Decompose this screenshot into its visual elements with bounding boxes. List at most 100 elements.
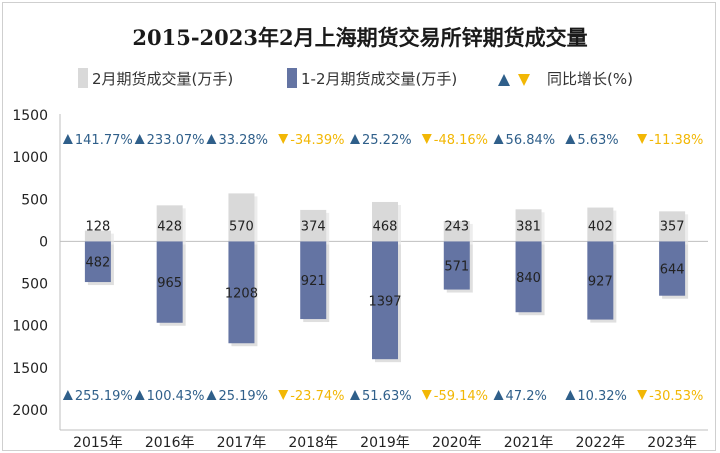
bar-janfeb — [515, 241, 542, 313]
yoy-label: 51.63% — [362, 389, 412, 404]
bar-feb — [443, 220, 470, 242]
data-label-feb: 374 — [301, 219, 326, 234]
data-label-feb: 357 — [660, 219, 685, 234]
bar-janfeb — [587, 241, 614, 320]
yoy-label: -30.53% — [649, 389, 703, 404]
yoy-labels: 141.77% 255.19% 233.07% 100.43% 33.28% 25.19%… — [62, 133, 703, 404]
x-tick-label: 2021年 — [504, 435, 554, 451]
data-label-janfeb: 965 — [157, 276, 182, 291]
data-label-feb: 570 — [229, 219, 254, 234]
bars — [84, 193, 689, 363]
y-tick-label: 500 — [21, 192, 48, 208]
data-label-janfeb: 840 — [516, 271, 541, 286]
bar-janfeb — [300, 241, 327, 320]
y-tick-label: 1500 — [12, 361, 48, 377]
data-label-feb: 468 — [373, 219, 398, 234]
bar-janfeb — [443, 241, 470, 290]
legend-swatch-feb — [78, 68, 88, 88]
y-tick-label: 500 — [21, 277, 48, 293]
bar-feb — [84, 230, 111, 242]
up-triangle-icon — [134, 134, 145, 144]
data-label-feb: 428 — [157, 219, 182, 234]
legend-swatch-janfeb — [287, 68, 297, 88]
y-axis-ticks: 1500 1000 500 0 500 1000 1500 2000 — [12, 108, 48, 419]
legend-label-feb: 2月期货成交量(万手) — [92, 70, 233, 88]
down-triangle-icon — [278, 134, 289, 144]
yoy-label: 25.19% — [218, 389, 268, 404]
x-tick-label: 2016年 — [145, 435, 195, 451]
data-label-feb: 128 — [85, 219, 110, 234]
x-tick-label: 2020年 — [432, 435, 482, 451]
x-tick-label: 2019年 — [360, 435, 410, 451]
data-label-feb: 381 — [516, 219, 541, 234]
up-triangle-icon — [206, 134, 217, 144]
x-axis-categories: 2015年 2016年 2017年 2018年 2019年 2020年 2021年 2022年… — [73, 435, 697, 451]
down-triangle-icon — [637, 134, 648, 144]
yoy-label: 233.07% — [147, 133, 205, 148]
yoy-label: 10.32% — [577, 389, 627, 404]
legend-up-triangle-icon — [498, 74, 510, 86]
x-tick-label: 2015年 — [73, 435, 123, 451]
yoy-label: -23.74% — [290, 389, 344, 404]
data-label-feb: 243 — [444, 219, 469, 234]
data-label-janfeb: 921 — [301, 274, 326, 289]
y-tick-label: 0 — [39, 234, 48, 250]
up-triangle-icon — [62, 134, 73, 144]
bar-feb — [228, 193, 255, 242]
down-triangle-icon — [637, 390, 648, 400]
yoy-label: 56.84% — [506, 133, 556, 148]
legend-label-yoy: 同比增长(%) — [547, 70, 633, 88]
data-label-janfeb: 1208 — [225, 286, 258, 301]
bar-janfeb — [156, 241, 183, 323]
up-triangle-icon — [62, 390, 73, 400]
yoy-label: -48.16% — [434, 133, 488, 148]
yoy-label: -11.38% — [649, 133, 703, 148]
bar-feb — [659, 211, 686, 242]
up-triangle-icon — [493, 134, 504, 144]
y-tick-label: 1000 — [12, 319, 48, 335]
chart-title: 2015-2023年2月上海期货交易所锌期货成交量 — [132, 25, 587, 50]
data-label-janfeb: 927 — [588, 274, 613, 289]
legend-label-janfeb: 1-2月期货成交量(万手) — [301, 70, 457, 88]
yoy-label: 47.2% — [506, 389, 547, 404]
yoy-label: 100.43% — [147, 389, 205, 404]
bar-janfeb — [84, 241, 111, 283]
data-label-janfeb: 571 — [444, 259, 469, 274]
down-triangle-icon — [421, 134, 432, 144]
up-triangle-icon — [565, 390, 576, 400]
yoy-label: -34.39% — [290, 133, 344, 148]
up-triangle-icon — [134, 390, 145, 400]
data-labels: 128 482 428 965 570 1208 374 921 468 1397 243 571 38… — [85, 219, 684, 309]
yoy-label: 25.22% — [362, 133, 412, 148]
down-triangle-icon — [278, 390, 289, 400]
yoy-label: 255.19% — [75, 389, 133, 404]
yoy-label: 5.63% — [577, 133, 618, 148]
up-triangle-icon — [350, 390, 360, 400]
bar-feb — [515, 209, 542, 242]
y-tick-label: 1500 — [12, 108, 48, 124]
yoy-label: -59.14% — [434, 389, 488, 404]
bar-feb — [300, 209, 327, 242]
bar-feb — [372, 201, 398, 242]
up-triangle-icon — [565, 134, 576, 144]
up-triangle-icon — [493, 390, 504, 400]
data-label-janfeb: 1397 — [368, 294, 401, 309]
data-label-janfeb: 482 — [85, 256, 110, 271]
legend: 2月期货成交量(万手) 1-2月期货成交量(万手) 同比增长(%) — [78, 68, 633, 88]
up-triangle-icon — [206, 390, 217, 400]
data-label-janfeb: 644 — [660, 263, 685, 278]
data-label-feb: 402 — [588, 219, 613, 234]
y-tick-label: 1000 — [12, 150, 48, 166]
bar-janfeb — [228, 241, 255, 344]
y-tick-label: 2000 — [12, 403, 48, 419]
bar-feb — [587, 207, 614, 242]
x-tick-label: 2017年 — [217, 435, 267, 451]
down-triangle-icon — [421, 390, 432, 400]
x-tick-label: 2023年 — [647, 435, 697, 451]
legend-down-triangle-icon — [518, 74, 530, 86]
yoy-label: 141.77% — [75, 133, 133, 148]
yoy-label: 33.28% — [218, 133, 268, 148]
bar-janfeb — [372, 241, 398, 360]
x-tick-label: 2018年 — [288, 435, 338, 451]
